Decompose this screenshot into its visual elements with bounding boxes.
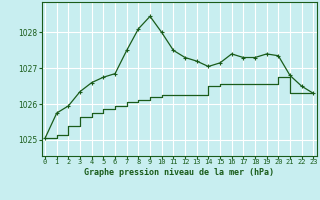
X-axis label: Graphe pression niveau de la mer (hPa): Graphe pression niveau de la mer (hPa)	[84, 168, 274, 177]
